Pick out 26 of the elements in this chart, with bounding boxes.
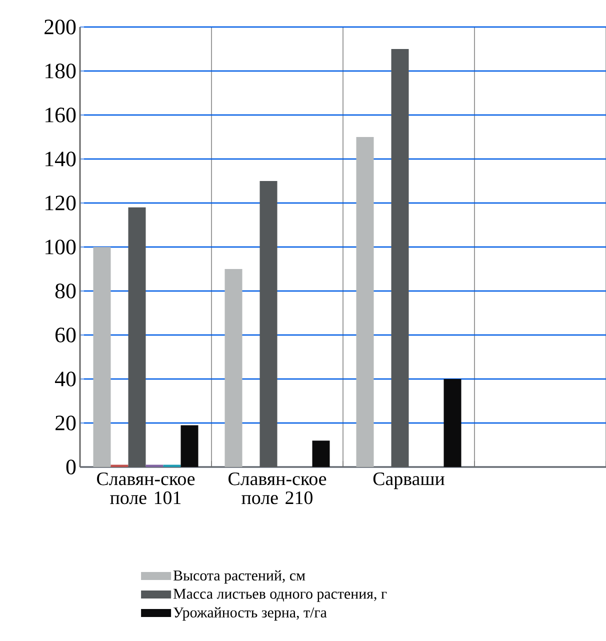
y-tick-label: 180: [46, 64, 76, 78]
y-tick-label: 140: [46, 152, 76, 166]
y-tick-label: 80: [55, 284, 76, 298]
bar: [444, 378, 462, 467]
bar: [128, 207, 146, 467]
y-tick-label: 40: [54, 372, 76, 386]
bar: [312, 440, 330, 467]
bar: [391, 48, 409, 467]
bar: [260, 180, 278, 467]
bar: [180, 425, 198, 467]
y-tick-label: 120: [46, 196, 76, 210]
bar: [93, 246, 111, 467]
bar: [356, 136, 374, 467]
y-tick-label: 60: [56, 328, 76, 342]
legend-label: Масса листьев одного растения, г: [173, 588, 387, 602]
y-tick-label: 0: [66, 460, 76, 474]
y-tick-label: 200: [44, 20, 76, 34]
x-tick-label: Сарваши: [373, 472, 444, 490]
legend-label: Высота растений, см: [173, 570, 306, 584]
y-tick-label: 20: [56, 416, 76, 430]
x-tick-label: Славян-ское поле 210: [228, 472, 326, 504]
legend-label: Урожайность зерна, т/га: [174, 607, 327, 621]
bar: [224, 268, 242, 467]
x-tick-label: Славян-ское поле 101: [97, 472, 195, 504]
y-tick-label: 160: [46, 108, 76, 122]
y-tick-label: 100: [46, 240, 76, 254]
